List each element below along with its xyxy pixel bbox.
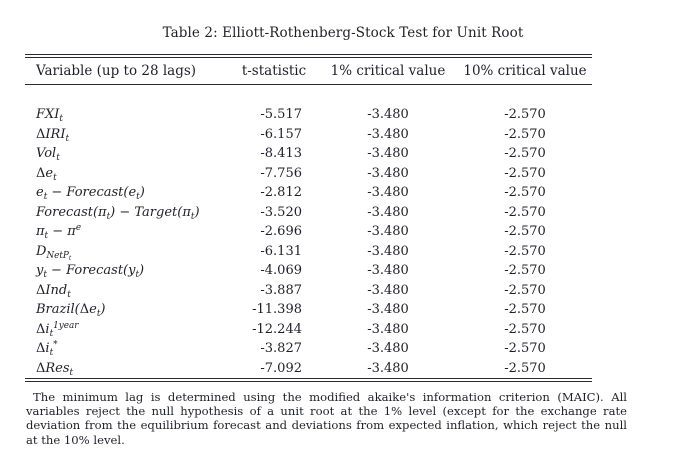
crit-1pct-cell: -3.480	[367, 224, 409, 240]
table-row: et − Forecast(et) -2.812 -3.480 -2.570	[25, 183, 592, 203]
variable-cell: et − Forecast(et)	[36, 185, 145, 203]
table-row: FXIt -5.517 -3.480 -2.570	[25, 105, 592, 125]
table-row: Volt -8.413 -3.480 -2.570	[25, 144, 592, 164]
crit-10pct-cell: -2.570	[504, 360, 546, 376]
crit-10pct-cell: -2.570	[504, 302, 546, 318]
t-statistic-cell: -7.756	[260, 165, 302, 181]
t-statistic-cell: -5.517	[260, 107, 302, 123]
footnote-text: The minimum lag is determined using the …	[26, 390, 627, 447]
top-rule	[25, 54, 592, 58]
variable-cell: ΔIRIt	[36, 126, 70, 144]
t-statistic-cell: -6.157	[260, 126, 302, 142]
crit-10pct-cell: -2.570	[504, 146, 546, 162]
crit-10pct-cell: -2.570	[504, 224, 546, 240]
crit-10pct-cell: -2.570	[504, 165, 546, 181]
t-statistic-cell: -8.413	[260, 146, 302, 162]
variable-cell: πt − πe	[36, 223, 82, 242]
crit-1pct-cell: -3.480	[367, 341, 409, 357]
t-statistic-cell: -7.092	[260, 360, 302, 376]
t-statistic-cell: -2.696	[260, 224, 302, 240]
t-statistic-cell: -3.827	[260, 341, 302, 357]
crit-1pct-cell: -3.480	[367, 243, 409, 259]
column-header-10pct-critical: 10% critical value	[458, 57, 592, 85]
table-row: πt − πe -2.696 -3.480 -2.570	[25, 222, 592, 242]
table-row: Brazil(Δet) -11.398 -3.480 -2.570	[25, 300, 592, 320]
variable-cell: ΔIndt	[36, 282, 71, 300]
variable-cell: Δit*	[36, 340, 58, 359]
table-row: Δit* -3.827 -3.480 -2.570	[25, 339, 592, 359]
header-row: Variable (up to 28 lags) t-statistic 1% …	[25, 57, 592, 85]
t-statistic-cell: -12.244	[252, 321, 302, 337]
table-container: Variable (up to 28 lags) t-statistic 1% …	[25, 54, 592, 382]
column-header-variable: Variable (up to 28 lags)	[25, 57, 230, 85]
crit-10pct-cell: -2.570	[504, 321, 546, 337]
table-row: ΔIRIt -6.157 -3.480 -2.570	[25, 125, 592, 145]
crit-1pct-cell: -3.480	[367, 107, 409, 123]
crit-1pct-cell: -3.480	[367, 321, 409, 337]
crit-10pct-cell: -2.570	[504, 263, 546, 279]
crit-10pct-cell: -2.570	[504, 107, 546, 123]
t-statistic-cell: -11.398	[252, 302, 302, 318]
crit-10pct-cell: -2.570	[504, 341, 546, 357]
bottom-rule	[25, 378, 592, 382]
table-row: ΔRest -7.092 -3.480 -2.570	[25, 359, 592, 379]
t-statistic-cell: -4.069	[260, 263, 302, 279]
crit-1pct-cell: -3.480	[367, 302, 409, 318]
crit-1pct-cell: -3.480	[367, 165, 409, 181]
crit-10pct-cell: -2.570	[504, 204, 546, 220]
crit-10pct-cell: -2.570	[504, 126, 546, 142]
crit-10pct-cell: -2.570	[504, 185, 546, 201]
variable-cell: Δit1year	[36, 320, 79, 339]
table-row: DNetPt -6.131 -3.480 -2.570	[25, 242, 592, 262]
column-header-t-statistic: t-statistic	[230, 57, 318, 85]
table-caption: Table 2: Elliott-Rothenberg-Stock Test f…	[162, 25, 524, 41]
table-row: Δet -7.756 -3.480 -2.570	[25, 164, 592, 184]
column-header-1pct-critical: 1% critical value	[318, 57, 458, 85]
table-row: Δit1year -12.244 -3.480 -2.570	[25, 320, 592, 340]
variable-cell: yt − Forecast(yt)	[36, 263, 145, 281]
unit-root-table: Variable (up to 28 lags) t-statistic 1% …	[25, 57, 592, 379]
crit-1pct-cell: -3.480	[367, 204, 409, 220]
crit-1pct-cell: -3.480	[367, 263, 409, 279]
variable-cell: Brazil(Δet)	[36, 302, 106, 320]
variable-cell: ΔRest	[36, 360, 74, 378]
crit-1pct-cell: -3.480	[367, 126, 409, 142]
table-row: Forecast(πt) − Target(πt) -3.520 -3.480 -2.…	[25, 203, 592, 223]
crit-10pct-cell: -2.570	[504, 243, 546, 259]
crit-1pct-cell: -3.480	[367, 282, 409, 298]
table-row: yt − Forecast(yt) -4.069 -3.480 -2.570	[25, 261, 592, 281]
crit-10pct-cell: -2.570	[504, 282, 546, 298]
t-statistic-cell: -3.520	[260, 204, 302, 220]
t-statistic-cell: -3.887	[260, 282, 302, 298]
crit-1pct-cell: -3.480	[367, 360, 409, 376]
variable-cell: Forecast(πt) − Target(πt)	[36, 204, 200, 222]
t-statistic-cell: -6.131	[260, 243, 302, 259]
variable-cell: DNetPt	[36, 243, 72, 262]
variable-cell: Δet	[36, 165, 57, 183]
table-row: ΔIndt -3.887 -3.480 -2.570	[25, 281, 592, 301]
variable-cell: FXIt	[36, 107, 63, 125]
table-body: FXIt -5.517 -3.480 -2.570 ΔIRIt -6.157 -3.480 -…	[25, 84, 592, 378]
crit-1pct-cell: -3.480	[367, 146, 409, 162]
spacer-row	[25, 84, 592, 105]
variable-cell: Volt	[36, 146, 60, 164]
crit-1pct-cell: -3.480	[367, 185, 409, 201]
t-statistic-cell: -2.812	[260, 185, 302, 201]
